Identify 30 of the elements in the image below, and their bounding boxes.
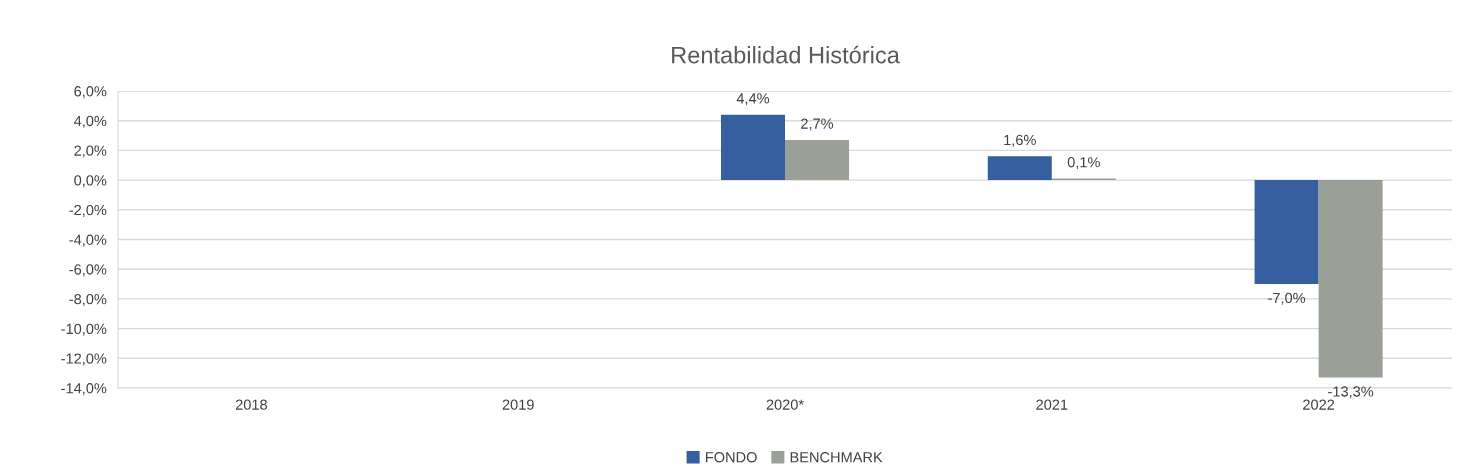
y-tick-label: -4,0% — [69, 234, 107, 247]
chart-title: Rentabilidad Histórica — [672, 45, 900, 64]
data-label: 1,6% — [1004, 134, 1036, 147]
y-tick-label: -8,0% — [69, 294, 107, 307]
x-tick-label: 2019 — [502, 399, 534, 410]
legend-label: BENCHMARK — [790, 452, 883, 463]
legend-label: FONDO — [705, 452, 757, 463]
bar — [785, 140, 850, 181]
x-tick-label: 2020* — [766, 399, 804, 410]
y-tick-label: 2,0% — [74, 145, 107, 158]
x-tick-label: 2021 — [1036, 399, 1068, 410]
data-label: 0,1% — [1067, 157, 1100, 170]
y-tick-label: -2,0% — [69, 204, 107, 217]
x-tick-label: 2022 — [1303, 399, 1335, 410]
bar — [987, 156, 1052, 181]
y-tick-label: -10,0% — [61, 323, 107, 336]
data-label: 2,7% — [801, 118, 834, 131]
bar — [720, 114, 785, 181]
y-tick-label: -6,0% — [69, 264, 107, 277]
y-tick-label: -12,0% — [61, 353, 107, 366]
bar — [1254, 180, 1319, 285]
y-tick-label: 4,0% — [73, 115, 107, 128]
x-tick-label: 2018 — [235, 399, 267, 410]
y-tick-label: 6,0% — [74, 86, 107, 99]
y-tick-label: 0,0% — [74, 175, 107, 188]
data-label: -7,0% — [1268, 292, 1306, 305]
y-tick-label: -14,0% — [61, 383, 107, 396]
data-label: 4,4% — [736, 93, 770, 106]
bar — [1318, 180, 1383, 378]
data-label: -13,3% — [1328, 386, 1374, 399]
